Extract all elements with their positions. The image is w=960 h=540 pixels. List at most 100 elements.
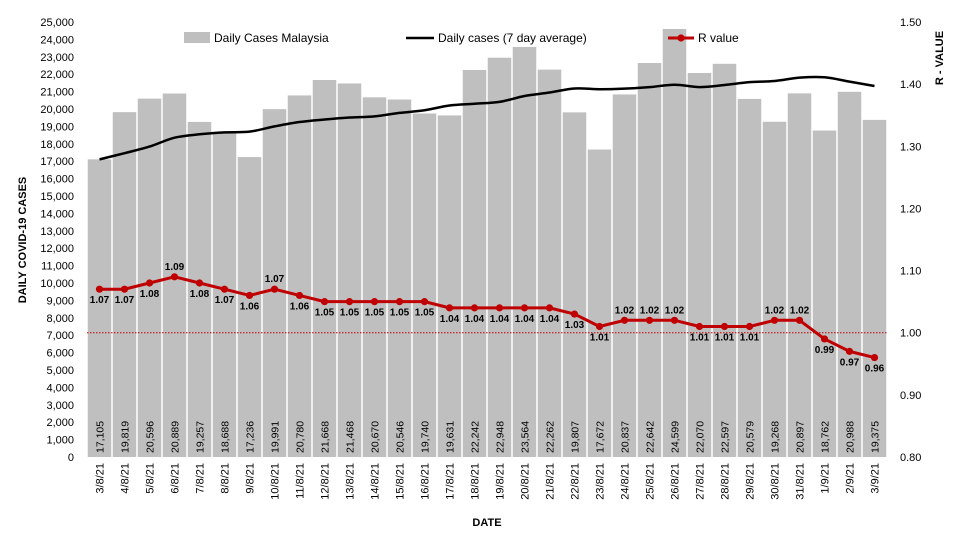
- bar: [262, 109, 287, 457]
- r-value-point: [220, 285, 229, 293]
- r-value-label: 1.09: [165, 262, 185, 273]
- bar-value-label: 19,807: [570, 421, 582, 453]
- y-axis-tick-label: 3,000: [46, 400, 74, 412]
- bar: [412, 113, 437, 458]
- bar-label-group: 17,105 19,819 20,596 20,889 19,257 18,688 17,2…: [95, 421, 882, 453]
- r-value-label: 1.03: [565, 320, 585, 331]
- r-label-group: 1.07 1.07 1.08 1.09 1.08 1.07 1.06 1.07 1.06 1.05…: [90, 262, 885, 375]
- bar-value-label: 20,596: [145, 421, 157, 453]
- y-axis-tick-label: 22,000: [40, 69, 74, 81]
- bar-value-label: 19,268: [770, 421, 782, 453]
- r-value-label: 1.04: [440, 314, 460, 325]
- r-value-series-group: [95, 273, 879, 362]
- bar: [812, 130, 837, 458]
- r-value-point: [770, 316, 779, 324]
- bar-value-label: 20,988: [845, 421, 857, 453]
- x-axis-tick-label: 3/8/21: [95, 463, 107, 494]
- bar-value-label: 19,819: [120, 421, 132, 453]
- r-value-point: [145, 279, 154, 287]
- y-axis-tick-label: 2,000: [46, 417, 74, 429]
- r-value-point: [820, 335, 829, 343]
- bar-value-label: 17,236: [245, 421, 257, 453]
- x-axis-tick-label: 9/8/21: [245, 463, 257, 494]
- x-axis-tick-label: 30/8/21: [770, 463, 782, 500]
- bar-series-group: [87, 28, 887, 458]
- bar-value-label: 22,642: [645, 421, 657, 453]
- r-value-point: [670, 316, 679, 324]
- x-axis-tick-label: 13/8/21: [345, 463, 357, 500]
- r-value-label: 1.05: [340, 308, 360, 319]
- bar: [862, 119, 887, 458]
- x-axis-tick-label: 31/8/21: [795, 463, 807, 500]
- x-axis-tick-label: 25/8/21: [645, 463, 657, 500]
- x-axis-tick-label: 1/9/21: [820, 463, 832, 494]
- bar-value-label: 22,597: [720, 421, 732, 453]
- bar-value-label: 17,105: [95, 421, 107, 453]
- bar-value-label: 21,668: [320, 421, 332, 453]
- bar: [637, 63, 662, 457]
- y2-axis-tick-label: 1.30: [900, 141, 921, 153]
- r-value-point: [795, 316, 804, 324]
- bar-value-label: 18,688: [220, 421, 232, 453]
- y-axis-tick-label: 8,000: [46, 313, 74, 325]
- bar: [312, 79, 337, 457]
- r-value-label: 1.07: [265, 274, 285, 285]
- r-value-label: 1.05: [365, 308, 385, 319]
- x-axis-tick-label: 5/8/21: [145, 463, 157, 494]
- average-line: [99, 75, 875, 161]
- x-axis-tick-label: 7/8/21: [195, 463, 207, 494]
- y-axis-tick-label: 19,000: [40, 121, 74, 133]
- r-value-label: 1.04: [540, 314, 560, 325]
- bar: [437, 115, 462, 458]
- y-axis-tick-label: 11,000: [41, 261, 74, 273]
- bar: [337, 83, 362, 458]
- r-value-point: [545, 304, 554, 312]
- x-axis-tick-label: 20/8/21: [520, 463, 532, 500]
- bar: [512, 46, 537, 458]
- x-axis-tick-label: 3/9/21: [870, 463, 882, 494]
- x-axis-tick-label: 10/8/21: [270, 463, 282, 500]
- bar: [237, 157, 262, 457]
- r-value-point: [570, 310, 579, 318]
- r-value-label: 1.02: [640, 305, 660, 316]
- y-axis-tick-label: 9,000: [46, 295, 74, 307]
- bar-value-label: 19,991: [270, 421, 282, 453]
- bar: [612, 94, 637, 457]
- r-value-point: [120, 285, 129, 293]
- r-value-point: [695, 322, 704, 331]
- bar: [787, 93, 812, 457]
- x-axis-tick-label: 11/8/21: [295, 463, 307, 499]
- r-value-label: 1.02: [790, 305, 810, 316]
- r-value-label: 1.05: [315, 308, 335, 319]
- r-value-point: [395, 298, 404, 306]
- r-value-label: 1.04: [515, 314, 535, 325]
- r-value-point: [245, 291, 254, 300]
- r-value-label: 1.02: [765, 305, 785, 316]
- x-axis-tick-label: 28/8/21: [720, 463, 732, 500]
- y-axis-tick-label: 6,000: [46, 348, 74, 360]
- r-value-point: [370, 298, 379, 306]
- legend-swatch-r-marker: [677, 34, 685, 42]
- bar-value-label: 24,599: [670, 421, 682, 453]
- y-axis-tick-label: 10,000: [40, 278, 74, 290]
- bar-value-label: 19,375: [870, 421, 882, 453]
- r-value-label: 1.08: [190, 289, 210, 300]
- bar: [537, 69, 562, 457]
- x-axis-tick-label: 27/8/21: [695, 463, 707, 500]
- r-value-line: [99, 275, 875, 360]
- x-axis-tick-label: 22/8/21: [570, 463, 582, 500]
- bar-value-label: 19,257: [195, 421, 207, 453]
- r-value-point: [445, 304, 454, 312]
- y-axis-tick-label: 18,000: [40, 139, 74, 151]
- bar: [287, 95, 312, 458]
- x-axis-tick-label: 8/8/21: [220, 463, 232, 494]
- bar-value-label: 20,780: [295, 421, 307, 453]
- bar: [362, 97, 387, 457]
- bar-value-label: 20,889: [170, 421, 182, 453]
- bar: [837, 91, 862, 457]
- x-axis-tick-label: 19/8/21: [495, 463, 507, 500]
- bar: [387, 99, 412, 457]
- r-value-label: 1.01: [740, 333, 760, 344]
- r-value-label: 1.07: [215, 295, 235, 306]
